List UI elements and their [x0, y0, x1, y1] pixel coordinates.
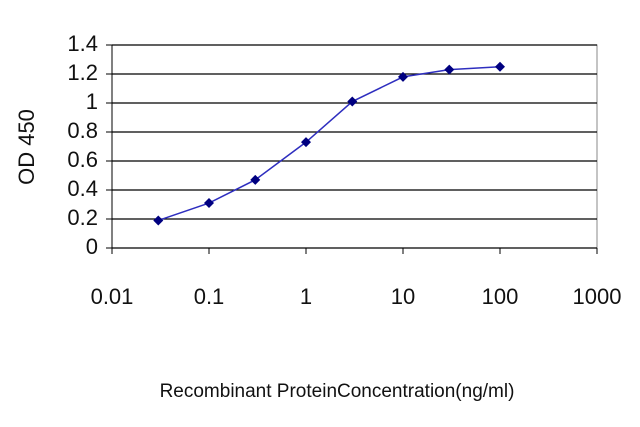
- point-marker: [204, 198, 214, 209]
- plot-frame: [111, 44, 598, 249]
- point-marker: [153, 215, 164, 226]
- x-tick-label: 10: [391, 284, 415, 309]
- series-line: [158, 66, 501, 222]
- y-tick-label: 0: [86, 234, 98, 259]
- y-tick-label: 1.2: [67, 60, 98, 85]
- point-marker: [444, 64, 455, 75]
- y-tick-label: 0.8: [67, 118, 98, 143]
- point-marker: [495, 61, 505, 72]
- x-tick-label: 1000: [573, 284, 622, 309]
- point-marker: [347, 96, 358, 107]
- point-marker: [250, 174, 261, 185]
- point-marker: [301, 137, 311, 148]
- y-tick-label: 0.6: [67, 147, 98, 172]
- y-tick-label: 0.2: [67, 205, 98, 230]
- y-tick-label: 0.4: [67, 176, 98, 201]
- y-tick-label: 1: [86, 89, 98, 114]
- y-tick-label: 1.4: [67, 31, 98, 56]
- x-tick-label: 0.01: [91, 284, 134, 309]
- y-axis-label: OD 450: [14, 109, 39, 185]
- x-tick-label: 0.1: [194, 284, 225, 309]
- point-marker: [398, 71, 408, 82]
- x-axis-label: Recombinant ProteinConcentration(ng/ml): [160, 381, 515, 402]
- x-tick-label: 1: [300, 284, 312, 309]
- x-tick-label: 100: [482, 284, 519, 309]
